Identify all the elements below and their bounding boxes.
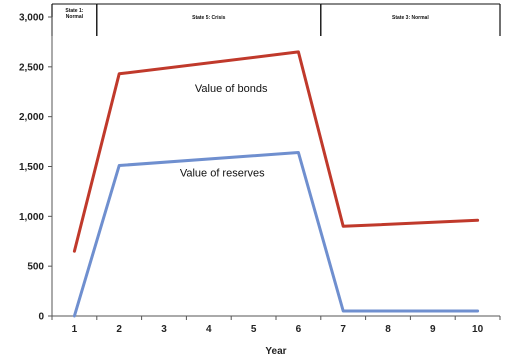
x-tick-label: 5: [251, 324, 257, 335]
series-labels: Value of bonds Value of reserves: [180, 83, 268, 180]
x-tick-label: 6: [296, 324, 302, 335]
state-label: State 3: Normal: [392, 15, 429, 21]
y-tick-label: 0: [38, 312, 44, 323]
y-tick-label: 2,500: [19, 62, 44, 73]
x-tick-label: 4: [206, 324, 212, 335]
y-tick-label: 1,500: [19, 162, 44, 173]
y-tick-label: 500: [27, 262, 44, 273]
series-lines: [72, 50, 480, 318]
bonds-series-label: Value of bonds: [195, 83, 268, 95]
y-tick-label: 2,000: [19, 112, 44, 123]
y-tick-label: 1,000: [19, 212, 44, 223]
reserves-line: [72, 151, 480, 318]
axes: 0 500 1,000 1,500 2,000 2,500 3,000 1 2 3 4 5 6 7 8 9 10: [19, 13, 501, 335]
x-tick-label: 2: [116, 324, 122, 335]
x-tick-label: 7: [340, 324, 346, 335]
x-tick-label: 9: [430, 324, 436, 335]
x-tick-label: 10: [472, 324, 484, 335]
state-bands: State 1: Normal State 5: Crisis State 3: No…: [51, 3, 501, 36]
reserves-series-label: Value of reserves: [180, 167, 265, 179]
x-tick-label: 8: [385, 324, 391, 335]
x-axis-title: Year: [265, 346, 286, 357]
bonds-line: [72, 50, 480, 253]
y-tick-label: 3,000: [19, 13, 44, 24]
x-tick-label: 1: [72, 324, 78, 335]
state-label: State 5: Crisis: [192, 15, 226, 21]
x-tick-label: 3: [161, 324, 167, 335]
state-label: State 1: Normal: [65, 8, 83, 20]
